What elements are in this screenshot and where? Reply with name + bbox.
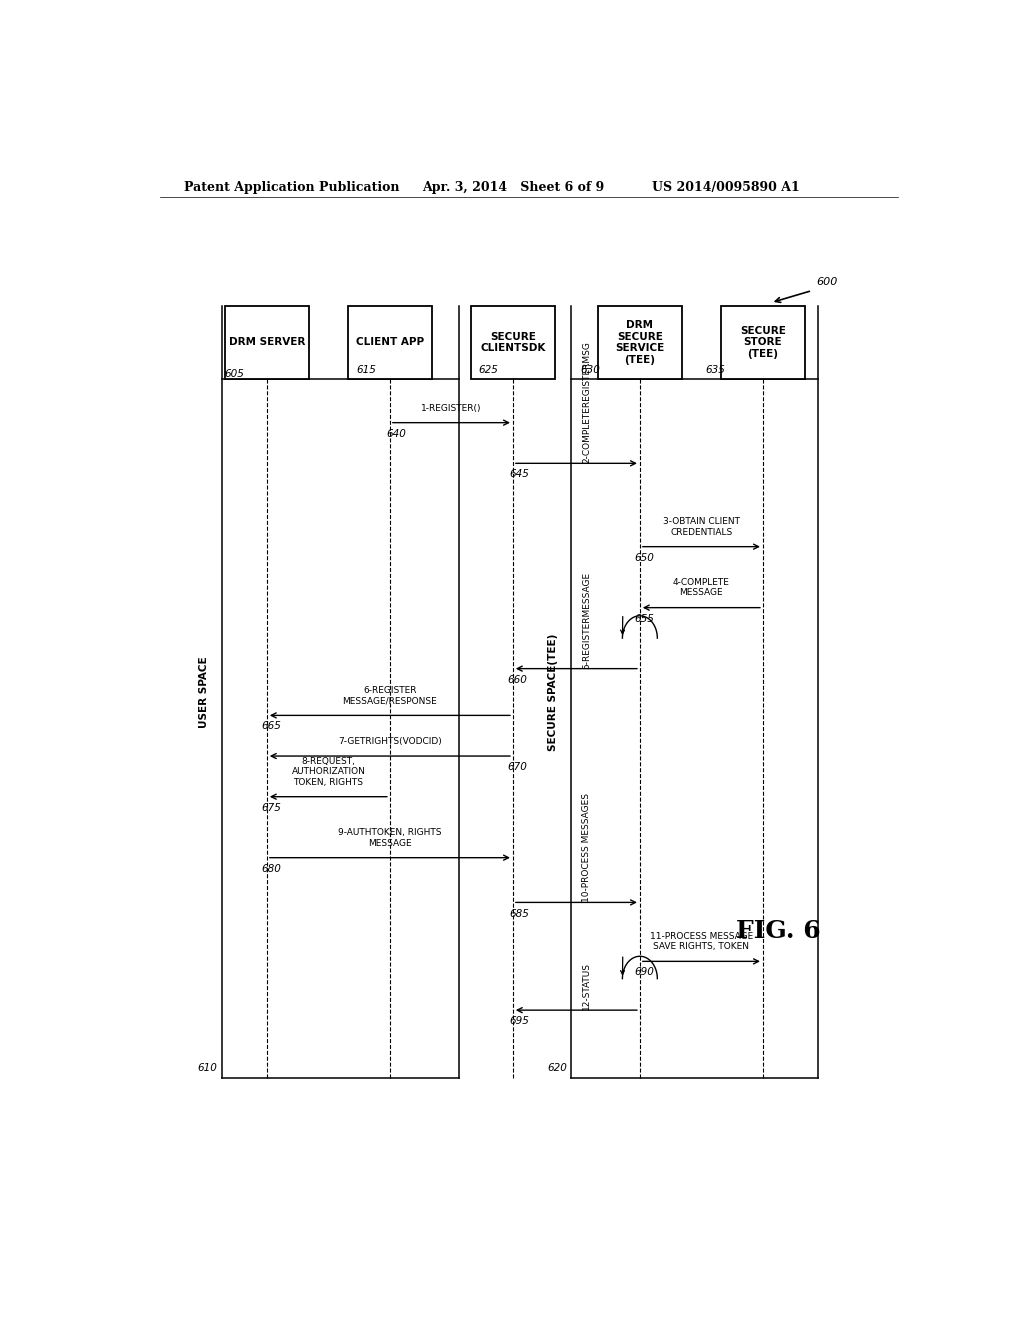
- Bar: [348, 306, 431, 379]
- Bar: [721, 306, 805, 379]
- Text: 650: 650: [634, 553, 654, 562]
- Text: 660: 660: [507, 675, 527, 685]
- Text: 665: 665: [261, 722, 282, 731]
- Text: 640: 640: [387, 429, 407, 438]
- Text: 600: 600: [816, 277, 838, 288]
- Text: USER SPACE: USER SPACE: [200, 656, 209, 727]
- Text: 695: 695: [509, 1016, 528, 1026]
- Text: DRM SERVER: DRM SERVER: [228, 338, 305, 347]
- Bar: [598, 306, 682, 379]
- Text: Apr. 3, 2014   Sheet 6 of 9: Apr. 3, 2014 Sheet 6 of 9: [422, 181, 604, 194]
- Text: 1-REGISTER(): 1-REGISTER(): [421, 404, 481, 412]
- Text: Patent Application Publication: Patent Application Publication: [183, 181, 399, 194]
- Bar: [225, 306, 308, 379]
- Text: 635: 635: [706, 364, 726, 375]
- Text: SECURE
CLIENTSDK: SECURE CLIENTSDK: [480, 331, 546, 354]
- Text: SECURE SPACE(TEE): SECURE SPACE(TEE): [549, 634, 558, 751]
- Text: 625: 625: [479, 364, 499, 375]
- Text: FIG. 6: FIG. 6: [736, 919, 821, 942]
- Text: CLIENT APP: CLIENT APP: [355, 338, 424, 347]
- Text: 3-OBTAIN CLIENT
CREDENTIALS: 3-OBTAIN CLIENT CREDENTIALS: [663, 517, 740, 536]
- Text: 610: 610: [198, 1063, 218, 1073]
- Text: 8-REQUEST,
AUTHORIZATION
TOKEN, RIGHTS: 8-REQUEST, AUTHORIZATION TOKEN, RIGHTS: [292, 756, 366, 787]
- Text: 655: 655: [634, 614, 654, 624]
- Text: 7-GETRIGHTS(VODCID): 7-GETRIGHTS(VODCID): [338, 737, 441, 746]
- Text: 680: 680: [261, 863, 282, 874]
- Text: 685: 685: [509, 908, 528, 919]
- Text: 11-PROCESS MESSAGE
SAVE RIGHTS, TOKEN: 11-PROCESS MESSAGE SAVE RIGHTS, TOKEN: [650, 932, 753, 952]
- Text: 12-STATUS: 12-STATUS: [583, 962, 591, 1010]
- Text: 670: 670: [507, 762, 527, 772]
- Text: 2-COMPLETEREGISTERMSG: 2-COMPLETEREGISTERMSG: [583, 342, 591, 463]
- Text: 620: 620: [547, 1063, 567, 1073]
- Text: 6-REGISTER
MESSAGE/RESPONSE: 6-REGISTER MESSAGE/RESPONSE: [342, 686, 437, 705]
- Text: DRM
SECURE
SERVICE
(TEE): DRM SECURE SERVICE (TEE): [615, 319, 665, 364]
- Text: 10-PROCESS MESSAGES: 10-PROCESS MESSAGES: [583, 793, 591, 903]
- Text: SECURE
STORE
(TEE): SECURE STORE (TEE): [740, 326, 785, 359]
- Text: US 2014/0095890 A1: US 2014/0095890 A1: [652, 181, 800, 194]
- Text: 690: 690: [634, 968, 654, 977]
- Text: 630: 630: [581, 364, 600, 375]
- Text: 615: 615: [356, 364, 377, 375]
- Text: 675: 675: [261, 803, 282, 813]
- Text: 5-REGISTERMESSAGE: 5-REGISTERMESSAGE: [583, 572, 591, 669]
- Bar: [471, 306, 555, 379]
- Text: 605: 605: [225, 368, 245, 379]
- Text: 645: 645: [509, 470, 528, 479]
- Text: 9-AUTHTOKEN, RIGHTS
MESSAGE: 9-AUTHTOKEN, RIGHTS MESSAGE: [338, 828, 441, 847]
- Text: 4-COMPLETE
MESSAGE: 4-COMPLETE MESSAGE: [673, 578, 730, 598]
